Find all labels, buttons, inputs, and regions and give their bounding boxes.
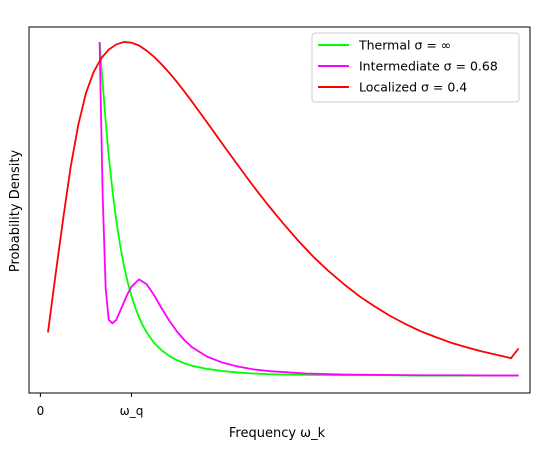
- legend-label-localized: Localized σ = 0.4: [359, 80, 467, 95]
- legend-label-intermediate: Intermediate σ = 0.68: [359, 59, 498, 74]
- x-tick-label-0: 0: [37, 404, 45, 418]
- y-axis-label: Probability Density: [8, 150, 23, 273]
- x-axis-ticks: 0 ω_q: [37, 393, 144, 418]
- series-line-localized: [47, 41, 520, 360]
- series-line-intermediate: [98, 41, 519, 377]
- x-axis-label: Frequency ω_k: [229, 426, 326, 441]
- legend: Thermal σ = ∞ Intermediate σ = 0.68 Loca…: [311, 32, 520, 103]
- legend-label-thermal: Thermal σ = ∞: [358, 38, 451, 53]
- legend-box: [311, 32, 520, 103]
- series-layer: [47, 41, 520, 377]
- x-tick-label-1: ω_q: [120, 404, 144, 418]
